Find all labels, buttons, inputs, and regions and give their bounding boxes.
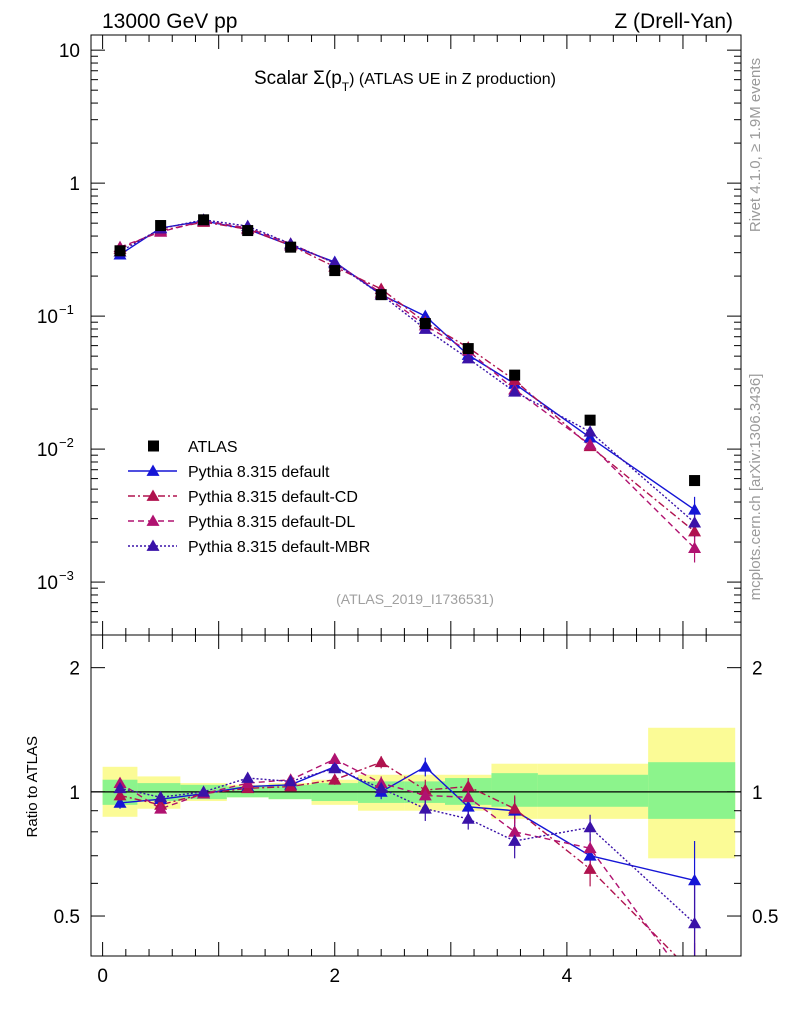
ratio-point-cd [461,780,475,792]
main-y-tick-label: 10 [37,573,58,594]
analysis-id: (ATLAS_2019_I1736531) [336,591,494,607]
x-tick-label: 2 [329,966,340,987]
ratio-point-dl [418,788,432,801]
main-point-data [375,289,387,301]
main-point-data [509,369,521,381]
main-point-data [329,265,341,277]
main-point-data [419,317,431,329]
rivet-version: Rivet 4.1.0, ≥ 1.9M events [747,58,764,232]
main-point-dl [583,438,597,450]
ratio-point-mbr [688,916,702,929]
legend-marker-data [148,440,159,452]
header-left: 13000 GeV pp [102,10,237,33]
ratio-point-mbr [418,802,432,814]
ratio-point-dl [154,802,168,814]
legend-label-data: ATLAS [188,439,238,456]
main-point-default [583,431,597,443]
ratio-series-line-dl [119,758,671,956]
main-point-mbr [461,352,475,364]
legend-marker-dl [146,514,160,526]
ratio-point-mbr [113,781,127,794]
ratio-point-dl [461,790,475,803]
ratio-point-cd [113,788,127,801]
header-right: Z (Drell-Yan) [614,10,733,33]
ratio-band-inner [648,762,736,819]
legend-label-cd: Pythia 8.315 default-CD [188,489,358,506]
main-point-data [155,220,167,232]
ratio-band-inner [537,774,649,807]
ratio-point-dl [583,841,597,854]
ratio-point-mbr [197,785,211,797]
ratio-series-line-mbr [119,767,696,924]
ratio-point-dl [508,825,522,837]
ratio-point-default [461,800,475,812]
main-point-mbr [583,425,597,437]
ratio-point-default [688,873,702,886]
ratio-point-mbr [154,790,168,803]
ratio-series-line-cd [119,761,677,956]
ratio-y-tick-label-right: 1 [752,783,763,804]
main-y-tick-exponent: −1 [59,302,74,317]
ratio-frame [90,634,742,957]
ratio-point-default [418,760,432,772]
ratio-point-mbr [241,771,255,783]
ratio-point-mbr [328,761,342,774]
main-series-line-mbr [119,219,696,524]
ratio-point-cd [583,862,597,874]
ratio-point-default [113,796,127,808]
legend: ATLAS Pythia 8.315 default Pythia 8.315 de… [128,439,370,556]
main-point-data [242,225,254,237]
main-y-tick-label: 1 [69,174,80,195]
main-y-tick-label: 10 [37,307,58,328]
ratio-panel: 0.5 0.5 1 1 2 2 0 2 4 Ratio to ATLAS [24,634,778,995]
ratio-y-tick-label-right: 0.5 [752,907,778,928]
main-series-line-cd [119,221,696,533]
main-point-data [198,214,210,226]
main-point-dl [688,541,702,554]
main-y-tick-exponent: −3 [59,568,74,583]
legend-label-default: Pythia 8.315 default [188,464,330,481]
legend-label-dl: Pythia 8.315 default-DL [188,514,355,531]
main-point-data [462,343,474,355]
main-point-mbr [508,385,522,397]
main-y-tick-label: 10 [59,41,80,62]
main-point-mbr [688,516,702,528]
ratio-point-mbr [583,820,597,833]
main-y-tick-exponent: −2 [59,435,74,450]
ratio-point-dl [688,984,701,995]
ratio-point-mbr [284,774,298,787]
ratio-point-mbr [374,781,388,794]
ratio-point-cd [328,773,342,785]
ratio-point-mbr [461,812,475,824]
main-point-data [114,245,126,257]
mcplots-label: mcplots.cern.ch [arXiv:1306.3436] [747,374,764,601]
ratio-point-cd [688,968,701,979]
ratio-y-tick-label: 2 [69,659,80,680]
legend-marker-cd [146,489,160,501]
ratio-y-tick-label: 0.5 [54,907,80,928]
ratio-y-tick-label: 1 [69,783,80,804]
main-point-cd [688,525,702,537]
main-point-data [584,414,596,426]
ratio-point-mbr [508,834,522,846]
main-point-data [285,241,297,253]
legend-marker-mbr [146,539,160,551]
legend-label-mbr: Pythia 8.315 default-MBR [188,539,370,556]
legend-marker-default [146,464,160,476]
ratio-point-dl [328,752,342,765]
ratio-point-default [583,849,597,861]
x-tick-label: 4 [562,966,573,987]
ratio-point-cd [374,755,388,768]
main-y-tick-label: 10 [37,440,58,461]
x-tick-label: 0 [97,966,108,987]
ratio-ylabel: Ratio to ATLAS [24,736,41,837]
ratio-y-tick-label-right: 2 [752,659,763,680]
ratio-point-cd [508,802,522,814]
ratio-series [113,752,702,995]
main-point-default [688,503,702,515]
main-title: Scalar Σ(pT) (ATLAS UE in Z production) [254,68,556,94]
main-point-data [689,475,701,487]
